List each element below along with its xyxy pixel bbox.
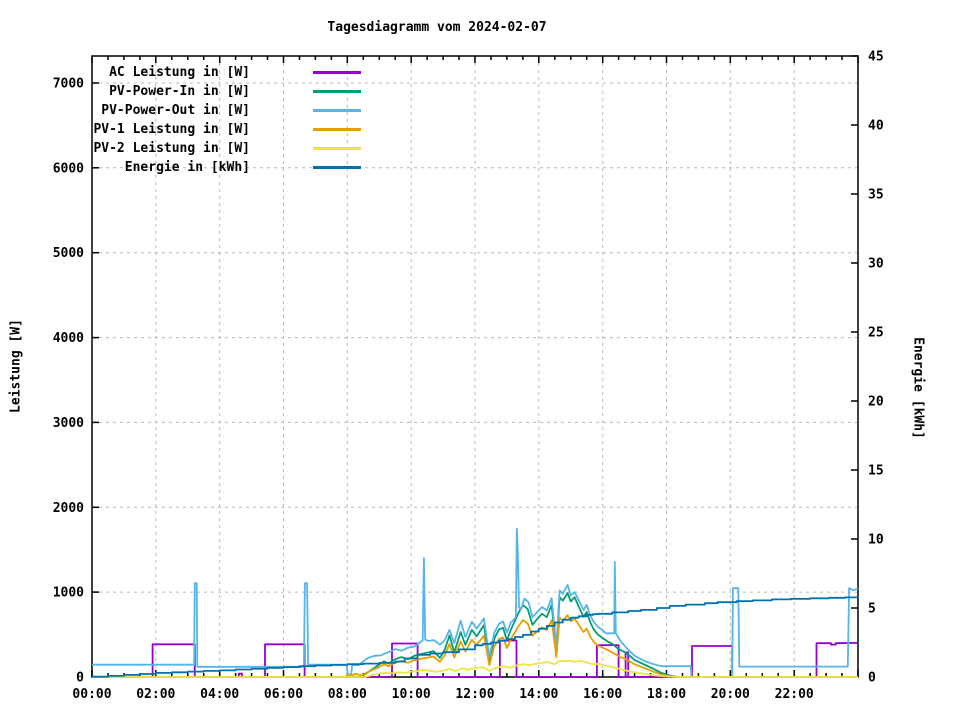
chart-title: Tagesdiagramm vom 2024-02-07 xyxy=(327,20,547,35)
legend-line-sample xyxy=(313,166,361,169)
y-left-tick-label: 1000 xyxy=(53,586,84,601)
y-right-tick-label: 5 xyxy=(868,602,876,617)
legend-line-sample xyxy=(313,109,361,112)
x-tick-label: 22:00 xyxy=(775,687,814,702)
y-right-tick-label: 25 xyxy=(868,326,884,341)
y-right-tick-label: 10 xyxy=(868,533,884,548)
x-tick-label: 04:00 xyxy=(200,687,239,702)
x-tick-label: 20:00 xyxy=(711,687,750,702)
x-tick-label: 00:00 xyxy=(72,687,111,702)
x-tick-label: 12:00 xyxy=(455,687,494,702)
y-left-tick-label: 6000 xyxy=(53,161,84,176)
series-pv-power-out-in-w xyxy=(92,527,859,678)
y-right-tick-label: 20 xyxy=(868,395,884,410)
legend-item-2: PV-Power-In in [W] xyxy=(10,82,361,101)
legend-line-sample xyxy=(313,128,361,131)
right-axis-label: Energie [kWh] xyxy=(910,337,926,439)
series-pv-2-leistung-in-w xyxy=(92,659,858,678)
legend-item-3: PV-Power-Out in [W] xyxy=(10,101,361,120)
legend-label: Energie in [kWh] xyxy=(124,160,250,175)
y-left-tick-label: 7000 xyxy=(53,77,84,92)
series-energie-in-kwh xyxy=(92,596,859,678)
legend-label: PV-Power-Out in [W] xyxy=(101,103,250,118)
legend-item-6: Energie in [kWh] xyxy=(10,158,361,177)
left-axis-label: Leistung [W] xyxy=(8,319,24,413)
y-right-tick-label: 35 xyxy=(868,188,884,203)
y-left-tick-label: 0 xyxy=(76,671,84,686)
legend-line-sample xyxy=(313,147,361,150)
legend-label: AC Leistung in [W] xyxy=(109,65,250,80)
x-tick-label: 02:00 xyxy=(136,687,175,702)
x-tick-label: 08:00 xyxy=(328,687,367,702)
legend-item-5: PV-2 Leistung in [W] xyxy=(10,139,361,158)
y-right-tick-label: 45 xyxy=(868,50,884,65)
legend: AC Leistung in [W] PV-Power-In in [W] PV-P… xyxy=(10,63,361,177)
x-tick-label: 10:00 xyxy=(392,687,431,702)
y-right-tick-label: 40 xyxy=(868,119,884,134)
legend-line-sample xyxy=(313,90,361,93)
legend-label: PV-2 Leistung in [W] xyxy=(93,141,250,156)
x-tick-label: 16:00 xyxy=(583,687,622,702)
x-tick-label: 14:00 xyxy=(519,687,558,702)
y-left-tick-label: 5000 xyxy=(53,246,84,261)
y-left-tick-label: 3000 xyxy=(53,416,84,431)
legend-label: PV-Power-In in [W] xyxy=(109,84,250,99)
legend-line-sample xyxy=(313,71,361,74)
series-pv-power-in-in-w xyxy=(92,592,858,678)
y-left-tick-label: 2000 xyxy=(53,501,84,516)
legend-item-1: AC Leistung in [W] xyxy=(10,63,361,82)
y-right-tick-label: 15 xyxy=(868,464,884,479)
legend-label: PV-1 Leistung in [W] xyxy=(93,122,250,137)
y-right-tick-label: 0 xyxy=(868,671,876,686)
y-left-tick-label: 4000 xyxy=(53,331,84,346)
x-tick-label: 18:00 xyxy=(647,687,686,702)
x-tick-label: 06:00 xyxy=(264,687,303,702)
y-right-tick-label: 30 xyxy=(868,257,884,272)
legend-item-4: PV-1 Leistung in [W] xyxy=(10,120,361,139)
